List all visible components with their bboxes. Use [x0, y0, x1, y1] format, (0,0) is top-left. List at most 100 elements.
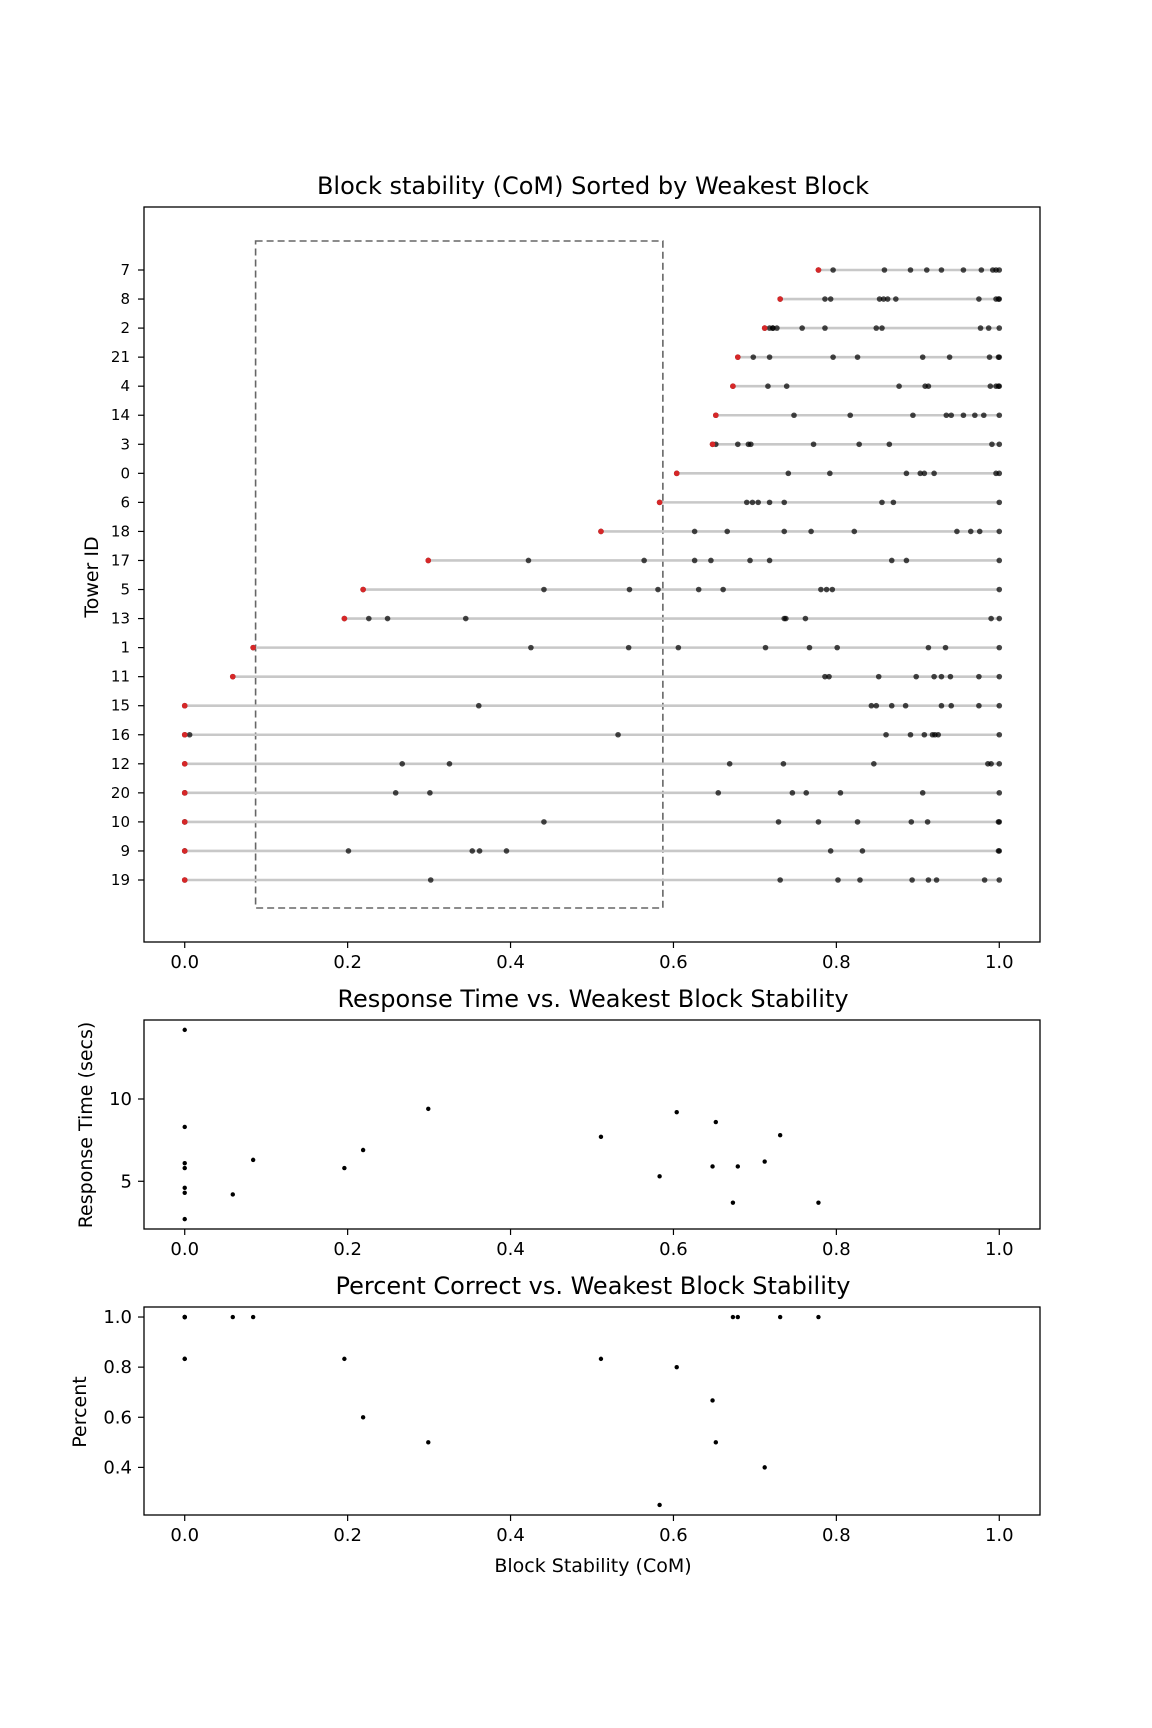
block-point — [834, 644, 840, 651]
block-point — [384, 615, 391, 622]
block-point — [996, 877, 1003, 883]
block-point — [695, 586, 702, 593]
tower-lines — [184, 268, 1000, 882]
weakest-block-point — [229, 673, 236, 680]
x-tick-label: 0.4 — [496, 952, 525, 973]
data-point — [426, 1106, 431, 1112]
tower-id-label: 21 — [111, 348, 130, 366]
response-time-points — [182, 1027, 821, 1222]
tower-id-label: 7 — [120, 261, 130, 279]
weakest-block-point — [777, 296, 783, 302]
data-point — [762, 1159, 767, 1164]
block-point — [783, 615, 789, 622]
tower-id-label: 3 — [120, 435, 130, 453]
block-point — [781, 499, 788, 506]
block-point — [774, 325, 780, 331]
block-point — [907, 731, 914, 738]
data-point — [182, 1027, 187, 1033]
block-point — [755, 499, 761, 506]
block-point — [541, 586, 547, 593]
block-point — [873, 702, 880, 709]
block-point — [988, 761, 994, 767]
data-point — [230, 1192, 235, 1197]
tower-id-label: 16 — [111, 726, 130, 744]
block-point — [476, 848, 483, 854]
block-point — [724, 528, 731, 535]
block-point — [908, 819, 915, 825]
data-point — [342, 1356, 347, 1362]
tower-id-label: 5 — [120, 581, 130, 599]
data-point — [713, 1440, 719, 1445]
block-point — [847, 412, 854, 419]
x-tick-label: 0.4 — [496, 1525, 525, 1546]
tower-id-label: 11 — [111, 668, 130, 686]
block-point — [777, 877, 783, 883]
weakest-block-point — [730, 383, 736, 389]
block-point — [747, 557, 753, 564]
block-point — [890, 499, 897, 506]
block-point — [427, 877, 434, 883]
tower-id-label: 20 — [111, 784, 130, 802]
block-point — [766, 557, 773, 564]
data-point — [360, 1147, 366, 1153]
block-point — [822, 296, 828, 302]
block-point — [996, 819, 1003, 825]
block-point — [708, 557, 714, 564]
data-point — [182, 1124, 187, 1130]
block-point — [938, 702, 945, 709]
block-point — [996, 441, 1003, 448]
tower-id-label: 13 — [111, 610, 130, 628]
tower-id-label: 1 — [120, 639, 130, 657]
data-point — [735, 1314, 741, 1320]
block-point — [799, 325, 805, 331]
block-point — [720, 586, 726, 593]
data-point — [710, 1164, 715, 1169]
block-point — [919, 790, 926, 796]
block-point — [785, 470, 792, 477]
data-point — [657, 1502, 662, 1508]
block-point — [960, 412, 967, 419]
block-point — [615, 731, 621, 738]
x-tick-label: 1.0 — [985, 952, 1014, 973]
block-point — [933, 877, 940, 883]
percent-correct-y-label: Percent — [69, 1376, 91, 1448]
y-tick-label: 10 — [109, 1089, 132, 1110]
block-point — [976, 673, 982, 680]
percent-correct-y-ticks: 0.4 0.6 0.8 1.0 — [103, 1307, 144, 1478]
block-point — [948, 702, 955, 709]
block-point — [851, 528, 858, 535]
block-point — [808, 528, 814, 535]
weakest-block-point — [761, 325, 768, 331]
block-point — [938, 673, 945, 680]
block-point — [810, 441, 817, 448]
block-point — [715, 790, 722, 796]
block-point — [691, 557, 698, 564]
block-point — [996, 528, 1003, 535]
data-point — [735, 1164, 741, 1169]
percent-correct-x-ticks: 0.0 0.2 0.4 0.6 0.8 1.0 — [170, 1515, 1014, 1546]
block-point — [366, 615, 372, 622]
block-point — [345, 848, 352, 854]
weakest-block-point — [360, 586, 366, 593]
stability-x-ticks: 0.0 0.2 0.4 0.6 0.8 1.0 — [170, 942, 1014, 973]
percent-correct-plot-frame — [143, 1306, 1041, 1516]
block-point — [503, 848, 510, 854]
block-point — [996, 673, 1003, 680]
tower-id-label: 9 — [120, 842, 130, 860]
block-point — [856, 441, 862, 448]
data-point — [657, 1174, 662, 1179]
y-tick-label: 1.0 — [103, 1307, 132, 1328]
response-time-x-ticks: 0.0 0.2 0.4 0.6 0.8 1.0 — [170, 1229, 1014, 1260]
weakest-block-point — [598, 528, 604, 535]
block-point — [829, 586, 836, 593]
block-point — [996, 412, 1003, 419]
block-point — [919, 354, 926, 360]
block-point — [909, 877, 915, 883]
stability-title: Block stability (CoM) Sorted by Weakest … — [317, 172, 869, 200]
block-point — [996, 761, 1003, 767]
tower-id-label: 17 — [111, 551, 130, 569]
block-point — [883, 731, 889, 738]
block-point — [803, 790, 810, 796]
data-point — [182, 1314, 187, 1320]
block-point — [976, 528, 983, 535]
